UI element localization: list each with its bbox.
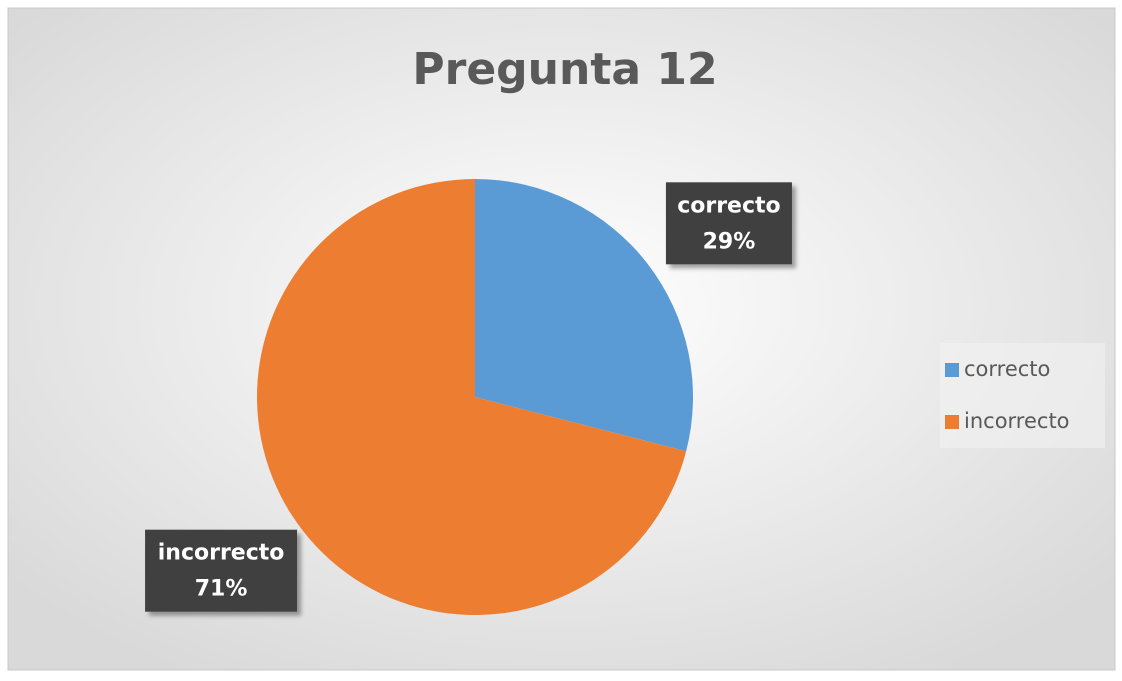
data-label-category: correcto: [677, 193, 780, 218]
pie-slice: [475, 179, 693, 452]
legend-box: [940, 343, 1105, 448]
legend-swatch: [945, 415, 959, 429]
data-label: incorrecto 71%: [145, 529, 298, 612]
data-label-value: 71%: [195, 577, 248, 602]
data-label: correcto 29%: [665, 182, 792, 265]
data-label-category: incorrecto: [158, 541, 285, 566]
data-label-value: 29%: [703, 229, 756, 254]
legend-label: correcto: [964, 357, 1050, 381]
legend-swatch: [945, 363, 959, 377]
legend-label: incorrecto: [964, 409, 1070, 433]
data-label-box: [145, 529, 298, 612]
data-label-box: [665, 182, 792, 265]
chart-title: Pregunta 12: [412, 44, 717, 95]
pie-slice: [256, 179, 687, 616]
